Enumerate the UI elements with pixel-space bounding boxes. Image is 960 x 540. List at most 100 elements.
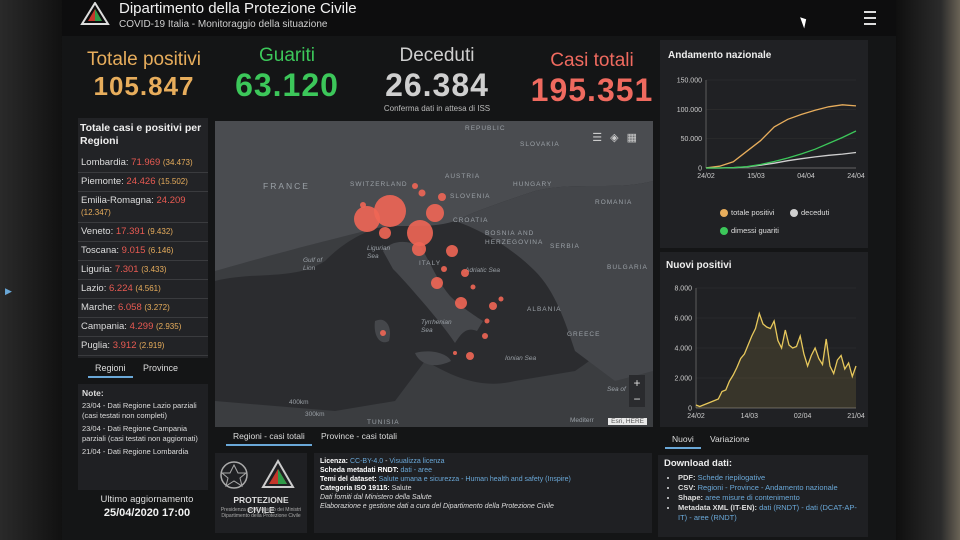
tab-province[interactable]: Province — [143, 363, 179, 373]
pdf-link[interactable]: Schede riepilogative — [697, 473, 766, 482]
map-label: Adriatic Sea — [465, 267, 501, 274]
region-positive: (12.347) — [81, 208, 111, 217]
region-total: 6.058 — [117, 302, 142, 313]
region-row[interactable]: Campania: 4.299 (2.935) — [78, 318, 208, 337]
region-row[interactable]: Veneto: 17.391 (9.432) — [78, 223, 208, 242]
protezione-civile-triangle-icon — [261, 459, 295, 488]
monitor-bezel-right — [896, 0, 960, 540]
region-row[interactable]: Toscana: 9.015 (6.146) — [78, 242, 208, 261]
region-name: Veneto: — [81, 226, 114, 237]
zoom-out-button[interactable]: − — [633, 392, 641, 406]
kpi-value: 26.384 — [385, 67, 489, 103]
license-panel: Licenza: CC-BY-4.0 - Visualizza licenza … — [314, 453, 652, 533]
y-tick-label: 50.000 — [681, 136, 703, 143]
bubble-lazio — [431, 277, 443, 289]
bubble-piemonte — [354, 206, 380, 232]
region-row[interactable]: Piemonte: 24.426 (15.502) — [78, 173, 208, 192]
csv-links[interactable]: Regioni - Province - Andamento nazionale — [697, 483, 838, 492]
map-view[interactable]: FRANCE SWITZERLAND AUSTRIA SLOVENIA CROA… — [215, 121, 653, 427]
region-row[interactable]: Liguria: 7.301 (3.433) — [78, 261, 208, 280]
map-label: SWITZERLAND — [350, 181, 408, 188]
bubble-puglia — [489, 302, 497, 310]
map-label: SLOVAKIA — [520, 141, 560, 148]
tab-regioni-casi-totali[interactable]: Regioni - casi totali — [226, 428, 312, 446]
region-row[interactable]: Marche: 6.058 (3.272) — [78, 299, 208, 318]
protezione-civile-logo-icon — [80, 2, 110, 25]
region-name: Emilia-Romagna: — [81, 195, 154, 206]
region-row[interactable]: Lombardia: 71.969 (34.473) — [78, 154, 208, 173]
region-positive: (9.432) — [147, 227, 173, 236]
header-bar: Dipartimento della Protezione Civile COV… — [62, 0, 896, 36]
zoom-controls: + − — [629, 375, 645, 407]
scheda-link[interactable]: dati - aree — [400, 467, 433, 474]
download-title: Download dati: — [664, 458, 733, 469]
legend-dot — [720, 209, 728, 218]
attribution-text[interactable]: Esri, HERE — [608, 418, 647, 425]
hamburger-menu-icon[interactable] — [864, 11, 876, 25]
kpi-label: Totale positivi — [86, 49, 202, 70]
bubble-toscana — [412, 242, 426, 256]
shape-link[interactable]: aree misure di contenimento — [705, 493, 800, 502]
region-total: 3.912 — [112, 340, 137, 351]
emblem-icon — [220, 461, 248, 489]
map-label: 300km — [305, 411, 325, 418]
list-icon[interactable]: ☰ — [592, 132, 611, 144]
legend-dot — [720, 227, 728, 236]
region-row[interactable]: Lazio: 6.224 (4.561) — [78, 280, 208, 299]
temi-link[interactable]: Salute umana e sicurezza - Human health … — [378, 476, 571, 483]
x-tick-label: 02/04 — [794, 413, 812, 420]
bubble-campania — [455, 297, 467, 309]
series-line — [695, 311, 857, 408]
download-shape: Shape: aree misure di contenimento — [678, 493, 862, 503]
footer-logo-caption: Presidenza del Consiglio dei Ministri Di… — [220, 507, 302, 519]
region-row[interactable]: Emilia-Romagna: 24.209 (12.347) — [78, 192, 208, 223]
notes-panel: Note: 23/04 - Dati Regione Lazio parzial… — [78, 384, 208, 490]
x-tick-label: 15/03 — [747, 173, 765, 180]
y-tick-label: 0 — [698, 166, 702, 173]
legend-label: dimessi guariti — [731, 226, 779, 235]
download-xml: Metadata XML (IT-EN): dati (RNDT) - dati… — [678, 503, 862, 523]
map-label: Ligurian Sea — [367, 245, 391, 260]
map-label: ITALY — [419, 260, 442, 267]
region-name: Lazio: — [81, 283, 107, 294]
map-label: SLOVENIA — [450, 193, 491, 200]
basemap-gallery-icon[interactable]: ▦ — [626, 132, 645, 144]
tab-nuovi[interactable]: Nuovi — [665, 431, 701, 449]
scheda-label: Scheda metadati RNDT: — [320, 467, 399, 474]
view-license-link[interactable]: Visualizza licenza — [389, 458, 445, 465]
bubble-umbria — [441, 266, 447, 272]
nuovi-positivi-chart: 8.000 6.000 4.000 2.000 024/02 14/03 02/04 21/0… — [674, 286, 864, 421]
tab-regioni[interactable]: Regioni — [88, 360, 133, 378]
region-positive: (34.473) — [162, 158, 193, 167]
kpi-value: 63.120 — [235, 67, 339, 103]
region-total: 9.015 — [121, 245, 146, 256]
region-total: 24.426 — [126, 176, 156, 187]
scroll-arrow-icon[interactable]: ▶ — [5, 286, 12, 296]
tab-province-casi-totali[interactable]: Province - casi totali — [321, 431, 398, 441]
nuovi-tabs: Nuovi Variazione — [665, 431, 865, 449]
y-tick-label: 150.000 — [677, 78, 702, 85]
x-tick-label: 14/03 — [741, 413, 759, 420]
map-label: FRANCE — [263, 181, 310, 191]
download-csv: CSV: Regioni - Province - Andamento nazi… — [678, 483, 862, 493]
layers-icon[interactable]: ◈ — [610, 132, 627, 144]
xml-links[interactable]: dati (RNDT) - dati (DCAT-AP-IT) - aree (… — [678, 503, 857, 522]
footer-logo-name: PROTEZIONE CIVILE — [233, 495, 289, 515]
map-label: 400km — [289, 399, 309, 406]
bubble-sardegna — [380, 330, 386, 336]
last-update-label: Ultimo aggiornamento — [100, 494, 194, 505]
region-positive: (6.146) — [148, 246, 174, 255]
tab-variazione[interactable]: Variazione — [710, 434, 750, 444]
region-positive: (4.561) — [135, 284, 161, 293]
kpi-value: 195.351 — [530, 72, 654, 108]
legend-label: deceduti — [801, 208, 830, 217]
license-link[interactable]: CC-BY-4.0 — [349, 458, 384, 465]
zoom-in-button[interactable]: + — [633, 376, 641, 390]
series-line — [705, 104, 857, 169]
map-label: BOSNIA AND HERZEGOVINA — [485, 230, 544, 246]
region-row[interactable]: Puglia: 3.912 (2.919) — [78, 337, 208, 356]
bubble-calabria — [482, 333, 488, 339]
region-name: Campania: — [81, 321, 127, 332]
last-update: Ultimo aggiornamento 25/04/2020 17:00 — [88, 494, 206, 519]
shape-label: Shape: — [678, 493, 704, 502]
